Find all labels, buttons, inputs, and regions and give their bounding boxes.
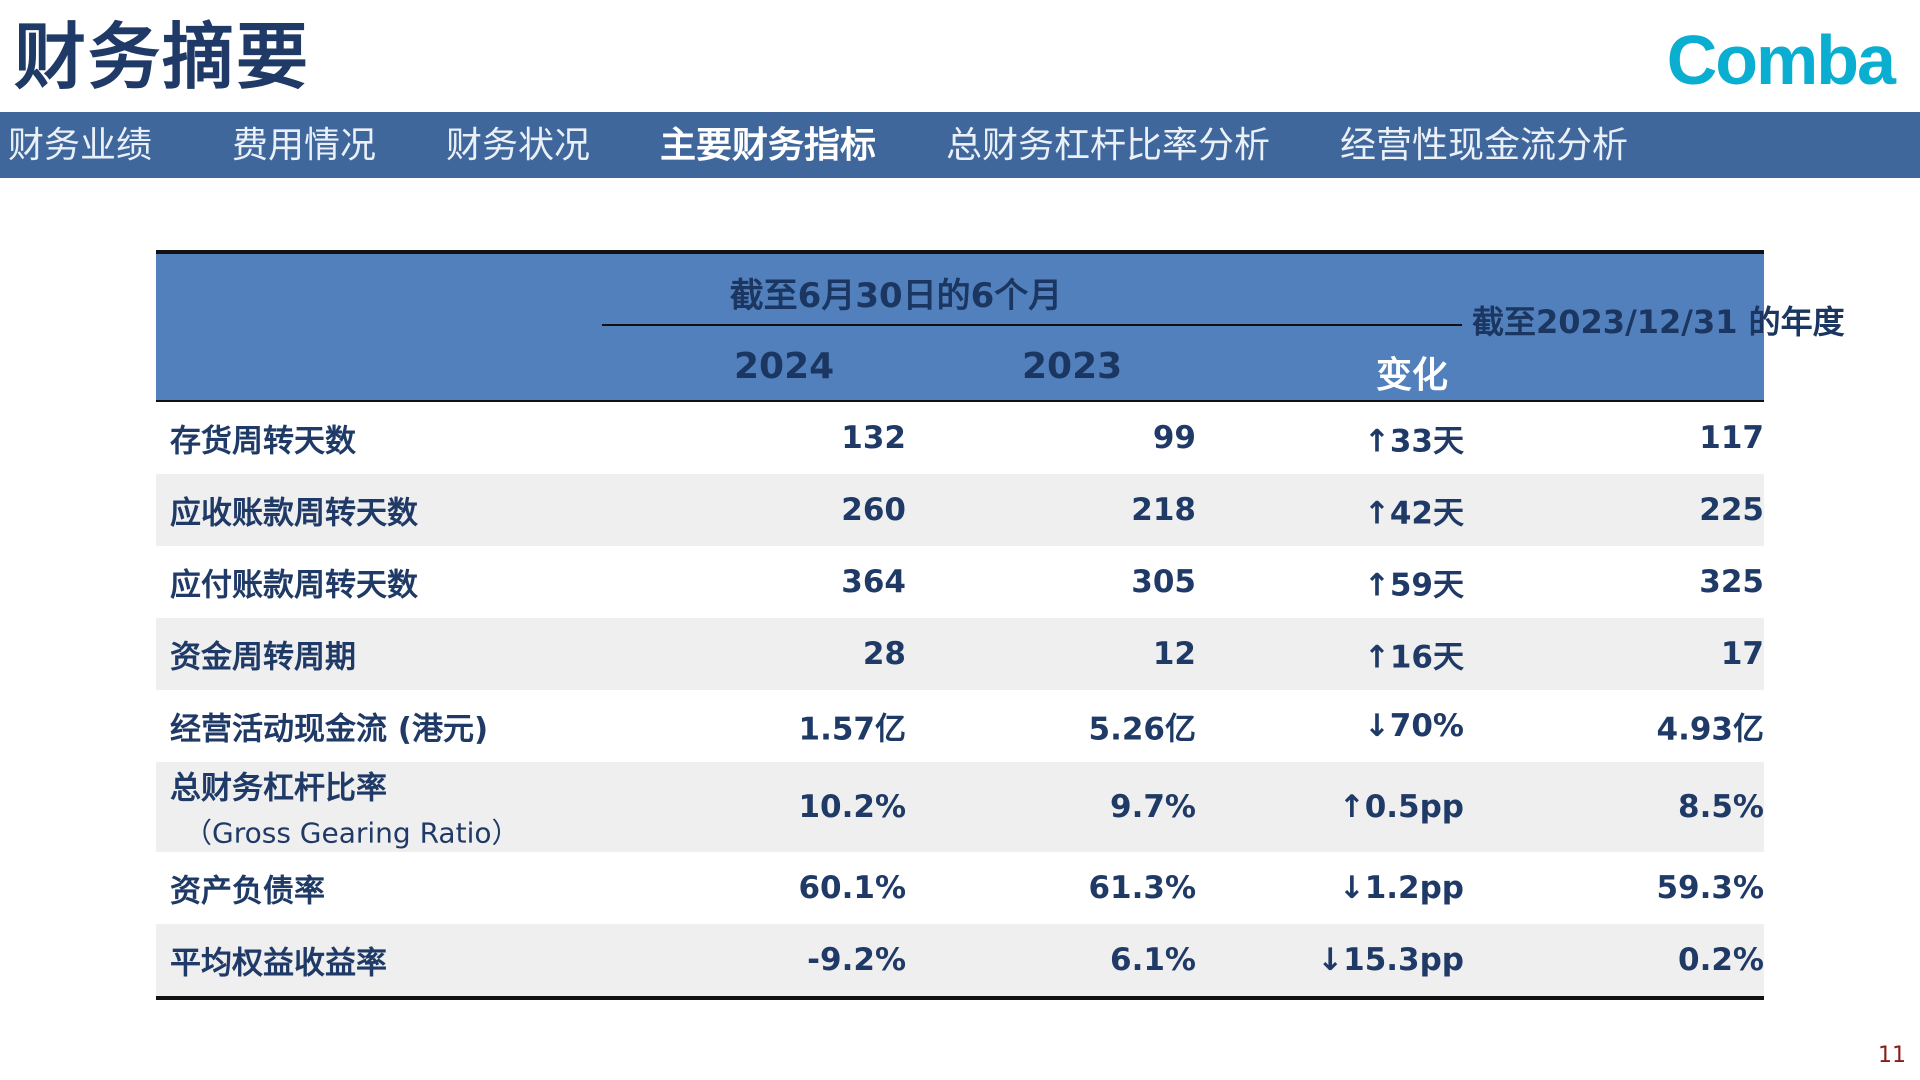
cell-change: ↑33天 <box>1363 423 1464 460</box>
cell-2024: 28 <box>862 636 906 672</box>
header-col-change: 变化 <box>1376 355 1449 396</box>
cell-annual: 0.2% <box>1678 942 1764 978</box>
cell-change: ↓70% <box>1363 708 1464 744</box>
cell-annual: 117 <box>1699 420 1764 456</box>
row-label: 资产负债率 <box>170 873 325 910</box>
cell-annual: 4.93亿 <box>1656 711 1765 748</box>
nav-item-gearing-analysis[interactable]: 总财务杠杆比率分析 <box>946 125 1271 166</box>
page-title: 财务摘要 <box>14 15 311 99</box>
row-label: 资金周转周期 <box>170 639 356 676</box>
table-row: 平均权益收益率 -9.2% 6.1% ↓15.3pp 0.2% <box>156 924 1764 996</box>
page-number: 11 <box>1878 1043 1906 1068</box>
row-label: 应付账款周转天数 <box>170 567 418 604</box>
table-row: 资产负债率 60.1% 61.3% ↓1.2pp 59.3% <box>156 852 1764 924</box>
row-label: 存货周转天数 <box>170 423 356 460</box>
cell-2023: 5.26亿 <box>1088 711 1197 748</box>
cell-annual: 8.5% <box>1678 789 1764 825</box>
table-row: 总财务杠杆比率 （Gross Gearing Ratio） 10.2% 9.7%… <box>156 762 1764 852</box>
cell-change: ↑16天 <box>1363 639 1464 676</box>
cell-change: ↓15.3pp <box>1317 942 1464 978</box>
nav-item-operating-cashflow[interactable]: 经营性现金流分析 <box>1340 125 1629 166</box>
header-col-2024: 2024 <box>734 346 835 387</box>
cell-2024: 10.2% <box>798 789 906 825</box>
row-label: 平均权益收益率 <box>170 945 387 982</box>
cell-2023: 99 <box>1152 420 1196 456</box>
table-header: 截至6月30日的6个月 2024 2023 变化 截至2023/12/31 的年… <box>156 250 1845 402</box>
cell-2024: -9.2% <box>807 942 906 978</box>
cell-2023: 61.3% <box>1088 870 1196 906</box>
cell-annual: 59.3% <box>1656 870 1764 906</box>
header-group-divider <box>602 324 1462 326</box>
cell-2023: 12 <box>1152 636 1196 672</box>
section-nav: 财务业绩 费用情况 财务状况 主要财务指标 总财务杠杆比率分析 经营性现金流分析 <box>0 112 1920 178</box>
cell-2023: 305 <box>1131 564 1196 600</box>
cell-2024: 260 <box>841 492 906 528</box>
cell-2023: 9.7% <box>1110 789 1196 825</box>
table-row: 应付账款周转天数 364 305 ↑59天 325 <box>156 546 1764 618</box>
cell-annual: 325 <box>1699 564 1764 600</box>
nav-item-financial-position[interactable]: 财务状况 <box>446 125 591 166</box>
table-row: 应收账款周转天数 260 218 ↑42天 225 <box>156 474 1764 546</box>
header-col-2023: 2023 <box>1022 346 1123 387</box>
row-label: 经营活动现金流 (港元) <box>170 711 489 748</box>
table-row: 存货周转天数 132 99 ↑33天 117 <box>156 402 1764 474</box>
header-period-group: 截至6月30日的6个月 <box>729 276 1063 316</box>
cell-2024: 364 <box>841 564 906 600</box>
table-body: 存货周转天数 132 99 ↑33天 117 应收账款周转天数 260 218 … <box>156 402 1764 1000</box>
nav-item-financial-performance[interactable]: 财务业绩 <box>8 125 153 166</box>
cell-change: ↑0.5pp <box>1338 789 1464 825</box>
cell-change: ↑59天 <box>1363 567 1464 604</box>
table-row: 资金周转周期 28 12 ↑16天 17 <box>156 618 1764 690</box>
row-label: 总财务杠杆比率 （Gross Gearing Ratio） <box>170 763 519 852</box>
cell-2024: 1.57亿 <box>798 711 907 748</box>
cell-change: ↓1.2pp <box>1338 870 1464 906</box>
cell-2024: 60.1% <box>798 870 906 906</box>
table-row: 经营活动现金流 (港元) 1.57亿 5.26亿 ↓70% 4.93亿 <box>156 690 1764 762</box>
row-label-sub: （Gross Gearing Ratio） <box>184 816 520 850</box>
header-col-annual: 截至2023/12/31 的年度 <box>1472 303 1845 341</box>
row-label: 应收账款周转天数 <box>170 495 418 532</box>
cell-change: ↑42天 <box>1363 495 1464 532</box>
cell-2024: 132 <box>841 420 906 456</box>
cell-annual: 225 <box>1699 492 1764 528</box>
cell-2023: 218 <box>1131 492 1196 528</box>
nav-item-expenses[interactable]: 费用情况 <box>232 125 377 166</box>
nav-item-key-indicators[interactable]: 主要财务指标 <box>660 125 877 166</box>
key-indicators-table: 截至6月30日的6个月 2024 2023 变化 截至2023/12/31 的年… <box>156 250 1845 1000</box>
cell-annual: 17 <box>1720 636 1764 672</box>
comba-logo: Comba <box>1666 21 1896 99</box>
row-label-main: 总财务杠杆比率 <box>170 770 387 807</box>
cell-2023: 6.1% <box>1110 942 1196 978</box>
